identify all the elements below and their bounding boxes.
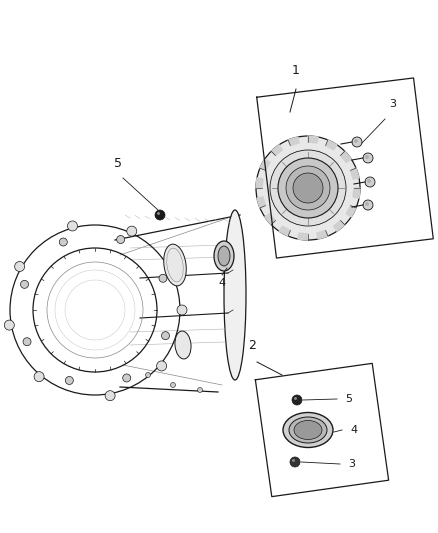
Circle shape xyxy=(159,274,167,282)
Circle shape xyxy=(294,397,297,400)
Circle shape xyxy=(367,179,371,183)
Circle shape xyxy=(290,457,300,467)
Polygon shape xyxy=(325,140,337,150)
Circle shape xyxy=(256,136,360,240)
Circle shape xyxy=(292,459,295,462)
Circle shape xyxy=(127,226,137,236)
Polygon shape xyxy=(350,168,359,179)
Polygon shape xyxy=(353,188,360,198)
Circle shape xyxy=(4,320,14,330)
Circle shape xyxy=(365,202,369,206)
Circle shape xyxy=(365,177,375,187)
Polygon shape xyxy=(308,136,318,143)
Polygon shape xyxy=(260,159,270,171)
Ellipse shape xyxy=(164,244,186,286)
Polygon shape xyxy=(334,221,345,231)
Circle shape xyxy=(34,372,44,382)
Text: 3: 3 xyxy=(389,99,396,109)
Polygon shape xyxy=(317,230,328,239)
Ellipse shape xyxy=(175,331,191,359)
Polygon shape xyxy=(256,178,263,188)
Polygon shape xyxy=(279,226,290,236)
Circle shape xyxy=(270,150,346,226)
Polygon shape xyxy=(298,233,308,240)
Ellipse shape xyxy=(224,210,246,380)
Text: 5: 5 xyxy=(345,394,352,404)
Circle shape xyxy=(67,221,78,231)
Circle shape xyxy=(123,374,131,382)
Circle shape xyxy=(65,376,73,384)
Text: 4: 4 xyxy=(350,425,357,435)
Circle shape xyxy=(363,200,373,210)
Circle shape xyxy=(162,332,170,340)
Circle shape xyxy=(155,210,165,220)
Ellipse shape xyxy=(218,246,230,266)
Text: 2: 2 xyxy=(248,339,256,352)
Circle shape xyxy=(23,338,31,346)
Circle shape xyxy=(105,391,115,401)
Circle shape xyxy=(278,158,338,218)
Circle shape xyxy=(145,373,151,377)
Circle shape xyxy=(363,153,373,163)
Polygon shape xyxy=(265,214,276,225)
Circle shape xyxy=(165,262,175,271)
Ellipse shape xyxy=(283,413,333,448)
Circle shape xyxy=(352,137,362,147)
Ellipse shape xyxy=(214,241,234,271)
Circle shape xyxy=(157,361,166,371)
Circle shape xyxy=(117,236,125,244)
Text: 5: 5 xyxy=(114,157,122,170)
Circle shape xyxy=(354,139,358,143)
Circle shape xyxy=(177,305,187,315)
Text: 4: 4 xyxy=(219,278,226,288)
Circle shape xyxy=(21,280,28,288)
Ellipse shape xyxy=(294,421,322,440)
Circle shape xyxy=(14,262,25,271)
Polygon shape xyxy=(346,206,356,217)
Ellipse shape xyxy=(289,417,327,443)
Circle shape xyxy=(365,155,369,159)
Polygon shape xyxy=(340,151,351,163)
Circle shape xyxy=(198,387,202,392)
Circle shape xyxy=(292,395,302,405)
Polygon shape xyxy=(288,137,299,146)
Polygon shape xyxy=(271,145,283,156)
Circle shape xyxy=(157,212,160,215)
Circle shape xyxy=(293,173,323,203)
Polygon shape xyxy=(257,197,265,208)
Circle shape xyxy=(170,383,176,387)
Circle shape xyxy=(286,166,330,210)
Text: 3: 3 xyxy=(348,459,355,469)
Text: 1: 1 xyxy=(292,64,300,77)
Circle shape xyxy=(59,238,67,246)
